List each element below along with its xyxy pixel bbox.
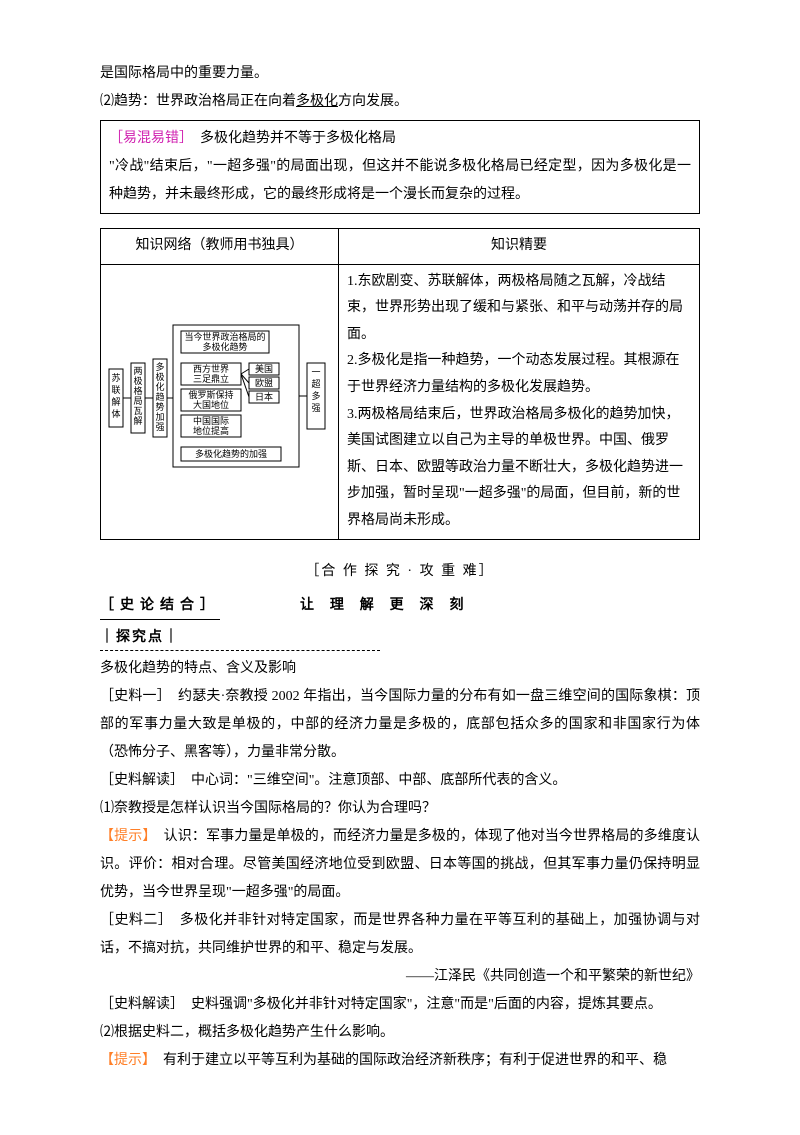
diagram-cell: 苏 联 解 体 两 极 格 局 瓦 解 多 极 化 趋 势 xyxy=(101,264,339,539)
svg-text:地位提高: 地位提高 xyxy=(193,425,229,436)
answer-1: 【提示】 认识：军事力量是单极的，而经济力量是多极的，体现了他对当今世界格局的多… xyxy=(100,823,700,907)
answer-2: 【提示】 有利于建立以平等互利为基础的国际政治经济新秩序；有利于促进世界的和平、… xyxy=(100,1047,700,1075)
svg-text:联: 联 xyxy=(111,385,120,395)
svg-text:极: 极 xyxy=(155,371,164,382)
svg-text:日本: 日本 xyxy=(255,391,273,402)
trend-prefix: ⑵趋势：世界政治格局正在向着 xyxy=(100,94,296,109)
topic: 多极化趋势的特点、含义及影响 xyxy=(100,655,700,683)
svg-text:超: 超 xyxy=(311,378,320,389)
section-center: ［合 作 探 究 · 攻 重 难］ xyxy=(100,558,700,586)
svg-text:多极化趋势的加强: 多极化趋势的加强 xyxy=(195,448,267,459)
heading-tag: ［史论结合］ xyxy=(100,590,220,620)
th-network: 知识网络（教师用书独具） xyxy=(101,229,339,265)
d-left: 苏 xyxy=(111,372,120,383)
citation: ——江泽民《共同创造一个和平繁荣的新世纪》 xyxy=(100,963,700,991)
source-1: ［史料一］ 约瑟夫·奈教授 2002 年指出，当今国际力量的分布有如一盘三维空间… xyxy=(100,683,700,767)
callout-title: 多极化趋势并不等于多极化格局 xyxy=(186,131,396,146)
svg-text:多: 多 xyxy=(155,361,164,372)
knowledge-table: 知识网络（教师用书独具） 知识精要 苏 联 解 体 两 极 格 局 瓦 解 xyxy=(100,228,700,540)
answer-2-text: 有利于建立以平等互利为基础的国际政治经济新秩序；有利于促进世界的和平、稳 xyxy=(149,1053,667,1068)
svg-text:一: 一 xyxy=(311,367,320,377)
svg-text:中国国际: 中国国际 xyxy=(193,415,229,426)
source-2: ［史料二］ 多极化并非针对特定国家，而是世界各种力量在平等互利的基础上，加强协调… xyxy=(100,907,700,963)
callout-body: "冷战"结束后，"一超多强"的局面出现，但这并不能说多极化格局已经定型，因为多极… xyxy=(109,153,691,209)
hint-label: 【提示】 xyxy=(100,829,149,844)
svg-text:欧盟: 欧盟 xyxy=(255,377,273,388)
svg-text:化: 化 xyxy=(155,381,164,392)
heading-sub: 让 理 解 更 深 刻 xyxy=(300,590,469,618)
svg-text:加: 加 xyxy=(155,412,164,422)
svg-text:解: 解 xyxy=(111,396,120,407)
svg-text:多: 多 xyxy=(311,390,320,401)
source-1-read: ［史料解读］ 中心词："三维空间"。注意顶部、中部、底部所代表的含义。 xyxy=(100,767,700,795)
svg-text:两: 两 xyxy=(133,366,142,376)
source-2-read: ［史料解读］ 史料强调"多极化并非针对特定国家"，注意"而是"后面的内容，提炼其… xyxy=(100,991,700,1019)
svg-text:格: 格 xyxy=(133,385,142,396)
point-1: 1.东欧剧变、苏联解体，两极格局随之瓦解，冷战结束，世界形势出现了缓和与紧张、和… xyxy=(347,274,683,342)
svg-text:解: 解 xyxy=(133,415,142,426)
svg-text:瓦: 瓦 xyxy=(133,406,142,416)
callout-title-line: ［易混易错］ 多极化趋势并不等于多极化格局 xyxy=(109,125,691,153)
heading-row: ［史论结合］ 让 理 解 更 深 刻 xyxy=(100,590,700,620)
trend-suffix: 方向发展。 xyxy=(338,94,408,109)
svg-text:局: 局 xyxy=(133,396,142,406)
svg-text:西方世界: 西方世界 xyxy=(193,363,229,374)
svg-text:多极化趋势: 多极化趋势 xyxy=(202,341,247,352)
point-2: 2.多极化是指一种趋势，一个动态发展过程。其根源在于世界经济力量结构的多极化发展… xyxy=(347,353,680,395)
intro-line-2: ⑵趋势：世界政治格局正在向着多极化方向发展。 xyxy=(100,88,700,116)
explore-label: ｜探究点｜ xyxy=(100,622,380,651)
svg-text:强: 强 xyxy=(155,422,164,432)
svg-text:三足鼎立: 三足鼎立 xyxy=(193,373,229,384)
svg-text:当今世界政治格局的: 当今世界政治格局的 xyxy=(184,331,265,342)
svg-text:俄罗斯保持: 俄罗斯保持 xyxy=(188,389,233,400)
svg-text:体: 体 xyxy=(111,408,120,419)
trend-underline: 多极化 xyxy=(296,94,338,109)
question-1: ⑴奈教授是怎样认识当今国际格局的？你认为合理吗？ xyxy=(100,795,700,823)
svg-text:大国地位: 大国地位 xyxy=(193,399,229,410)
point-3: 3.两极格局结束后，世界政治格局多极化的趋势加快，美国试图建立以自己为主导的单极… xyxy=(347,407,683,528)
hint-label-2: 【提示】 xyxy=(100,1053,149,1068)
svg-text:美国: 美国 xyxy=(255,363,273,374)
callout-box: ［易混易错］ 多极化趋势并不等于多极化格局 "冷战"结束后，"一超多强"的局面出… xyxy=(100,120,700,214)
flowchart-svg: 苏 联 解 体 两 极 格 局 瓦 解 多 极 化 趋 势 xyxy=(107,319,332,474)
svg-text:趋: 趋 xyxy=(155,391,164,402)
svg-text:极: 极 xyxy=(133,375,142,386)
essentials-cell: 1.东欧剧变、苏联解体，两极格局随之瓦解，冷战结束，世界形势出现了缓和与紧张、和… xyxy=(339,264,700,539)
answer-1-text: 认识：军事力量是单极的，而经济力量是多极的，体现了他对当今世界格局的多维度认识。… xyxy=(100,829,700,900)
svg-text:强: 强 xyxy=(311,403,320,413)
table-row: 苏 联 解 体 两 极 格 局 瓦 解 多 极 化 趋 势 xyxy=(101,264,700,539)
svg-text:势: 势 xyxy=(155,401,164,412)
table-row: 知识网络（教师用书独具） 知识精要 xyxy=(101,229,700,265)
question-2: ⑵根据史料二，概括多极化趋势产生什么影响。 xyxy=(100,1019,700,1047)
intro-line-1: 是国际格局中的重要力量。 xyxy=(100,60,700,88)
error-label: ［易混易错］ xyxy=(109,131,186,146)
th-essentials: 知识精要 xyxy=(339,229,700,265)
